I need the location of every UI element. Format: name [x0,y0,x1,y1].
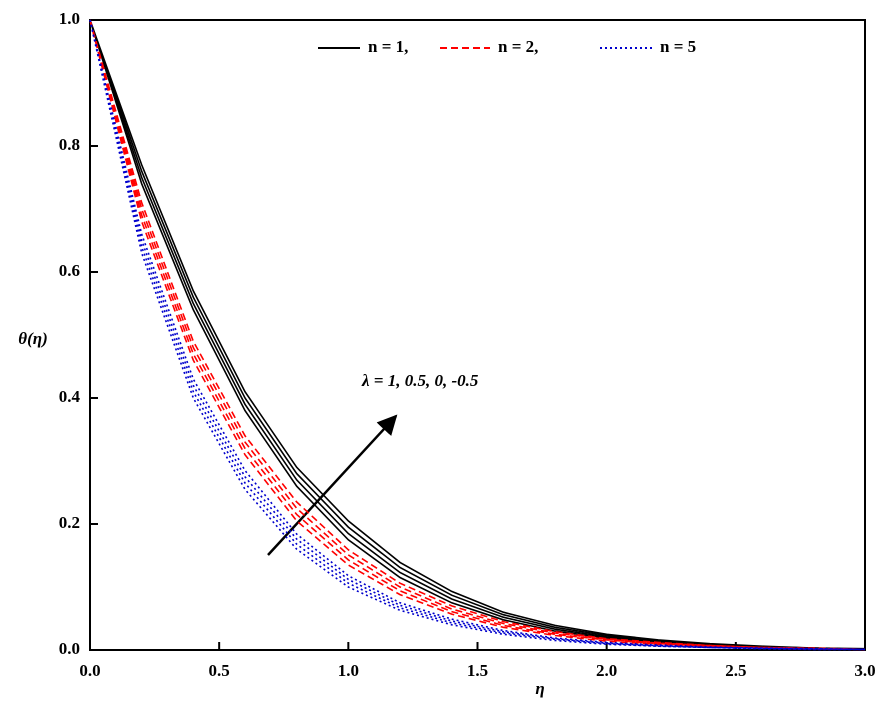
y-tick-label: 0.8 [59,135,80,154]
x-tick-label: 1.5 [467,661,488,680]
y-tick-label: 0.6 [59,261,80,280]
x-tick-label: 2.0 [596,661,617,680]
curve [89,19,866,651]
curve [89,19,866,651]
y-axis-label: θ(η) [18,329,47,348]
x-tick-label: 0.0 [79,661,100,680]
x-tick-label: 2.5 [725,661,746,680]
curve [89,19,866,650]
curve [89,19,866,651]
legend-label: n = 1, [368,37,408,56]
x-tick-label: 0.5 [209,661,230,680]
y-tick-label: 0.2 [59,513,80,532]
y-tick-label: 1.0 [59,9,80,28]
x-axis-label: η [535,679,544,698]
x-tick-label: 3.0 [854,661,875,680]
y-tick-label: 0.4 [59,387,81,406]
curve [89,19,866,651]
legend-label: n = 5 [660,37,696,56]
x-tick-label: 1.0 [338,661,359,680]
y-tick-label: 0.0 [59,639,80,658]
legend-label: n = 2, [498,37,538,56]
annotation: λ = 1, 0.5, 0, -0.5 [361,371,479,390]
arrow [267,414,398,556]
